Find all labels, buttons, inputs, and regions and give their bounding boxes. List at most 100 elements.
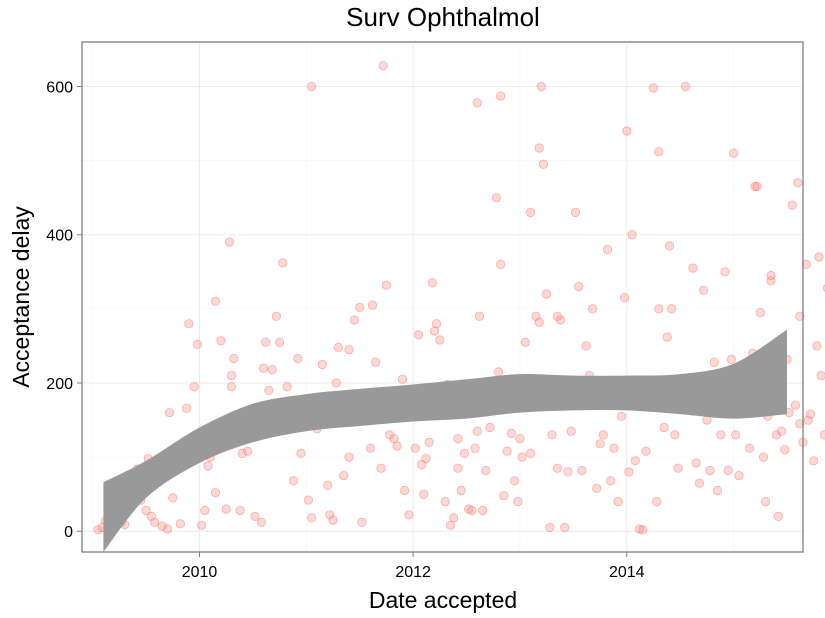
data-point (525, 207, 536, 218)
data-point (274, 337, 285, 347)
data-point (587, 304, 598, 314)
data-point (734, 470, 744, 481)
data-point (515, 433, 525, 444)
data-point (566, 426, 576, 436)
y-tick-label: 0 (64, 524, 73, 541)
data-point (367, 300, 378, 310)
data-point (814, 252, 824, 262)
data-point (168, 493, 178, 503)
data-point (472, 426, 482, 436)
data-point (235, 505, 245, 516)
data-point (699, 285, 709, 295)
data-point (453, 463, 463, 473)
data-point (552, 463, 562, 473)
data-point (165, 407, 175, 418)
data-point (694, 478, 705, 488)
data-point (773, 511, 784, 522)
data-point (525, 448, 536, 458)
data-point (728, 148, 739, 158)
data-point (744, 443, 755, 453)
x-tick-label: 2010 (182, 564, 218, 581)
data-point (397, 374, 407, 384)
data-point (293, 353, 303, 364)
data-point (760, 496, 771, 507)
data-point (776, 426, 787, 436)
data-point (365, 443, 375, 453)
data-point (200, 505, 210, 516)
plot-frame (81, 41, 804, 553)
data-point (331, 378, 341, 388)
data-point (493, 367, 504, 377)
data-point (431, 319, 442, 329)
y-tick-label: 400 (46, 228, 73, 245)
data-point (184, 319, 194, 329)
data-point (296, 448, 306, 458)
data-point (237, 448, 247, 458)
data-point (624, 467, 634, 477)
data-point (809, 456, 819, 466)
data-point (339, 470, 349, 481)
data-point (795, 311, 805, 321)
data-point (606, 476, 616, 486)
data-point (641, 446, 651, 456)
data-point (670, 430, 680, 440)
data-point (691, 458, 701, 468)
data-point (404, 510, 414, 520)
data-point (376, 463, 386, 473)
data-point (264, 385, 274, 395)
data-point (654, 147, 664, 157)
x-tick-label: 2012 (395, 564, 431, 581)
data-point (534, 143, 544, 153)
x-axis-title: Date accepted (369, 587, 517, 613)
data-point (258, 363, 269, 373)
data-point (819, 430, 825, 440)
data-point (307, 81, 317, 92)
data-point (256, 517, 266, 527)
data-point (278, 258, 288, 268)
data-point (271, 311, 281, 321)
data-point (282, 382, 292, 392)
data-point (499, 491, 509, 501)
data-point (328, 515, 338, 525)
data-point (816, 371, 825, 381)
data-point (157, 521, 167, 531)
data-point (303, 495, 313, 505)
data-point (325, 510, 335, 520)
data-point (790, 400, 801, 410)
data-point (801, 259, 811, 269)
data-point (766, 276, 776, 286)
data-point (805, 409, 816, 419)
data-point (513, 496, 523, 507)
data-point (93, 525, 103, 535)
data-point (288, 476, 299, 486)
data-point (378, 61, 388, 71)
data-point (787, 200, 797, 210)
data-point (563, 467, 573, 477)
data-point (545, 522, 555, 533)
data-point (634, 524, 645, 534)
data-point (688, 263, 698, 273)
data-point (755, 307, 765, 318)
data-point (210, 296, 221, 306)
data-point (771, 430, 781, 440)
data-point (192, 339, 202, 349)
data-point (780, 445, 790, 455)
data-point (224, 237, 234, 247)
data-point (598, 430, 608, 440)
y-tick-label: 600 (46, 79, 73, 96)
data-point (357, 517, 367, 527)
data-point (752, 181, 762, 192)
data-point (381, 280, 391, 290)
data-point (574, 281, 584, 292)
data-point (795, 419, 805, 429)
data-point (399, 485, 410, 496)
data-point (638, 525, 648, 535)
data-point (536, 81, 546, 92)
data-point (609, 443, 619, 453)
data-point (189, 382, 199, 392)
data-point (627, 230, 637, 240)
data-point (456, 485, 466, 496)
data-point (226, 382, 237, 392)
data-point (333, 342, 343, 352)
data-point (766, 270, 776, 281)
